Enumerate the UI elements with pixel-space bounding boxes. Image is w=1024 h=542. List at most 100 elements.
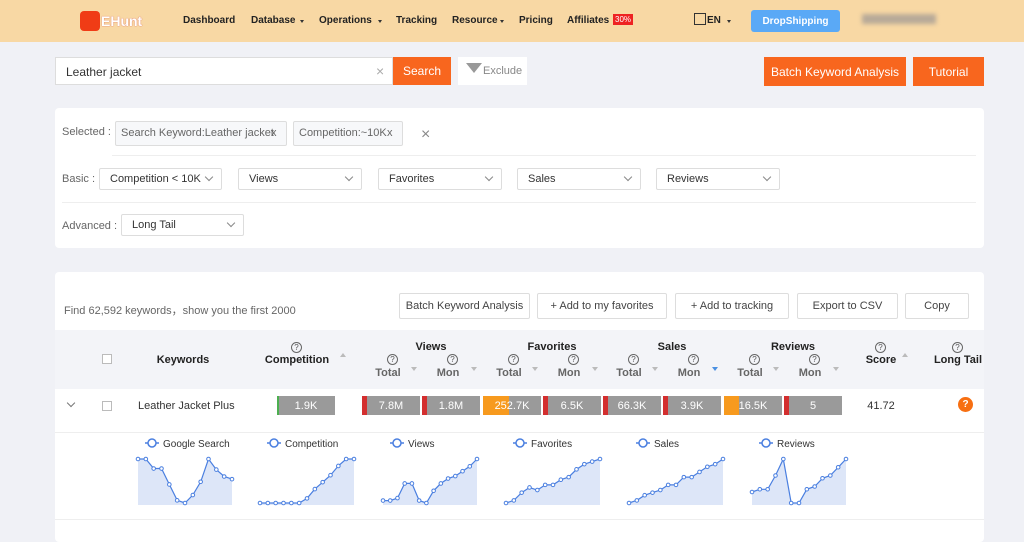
basic-label: Basic : [62,173,96,185]
nav-item[interactable]: Dashboard [183,15,236,26]
nav-item[interactable]: Database [251,15,296,26]
trend-point [281,500,286,506]
chip[interactable] [293,121,403,146]
trend-point [198,479,203,485]
keyword[interactable]: Leather Jacket Plus [138,400,235,412]
search-input[interactable] [55,57,393,85]
action-button[interactable]: + Add to tracking [675,293,789,319]
checkbox[interactable] [102,401,112,411]
batch-button[interactable]: Batch Keyword Analysis [764,57,906,86]
trend-point [712,461,718,467]
trend-point [788,500,794,506]
clear-all[interactable]: × [421,126,431,143]
nav-item[interactable]: Tracking [396,15,438,26]
trend-point [535,487,540,493]
value-label: 3.9K [680,399,704,412]
trend-point [257,500,263,506]
trend-point [438,481,444,486]
reviews-bar: 5 [784,396,842,415]
chip[interactable] [115,121,287,146]
trend-point [320,479,325,485]
basic-select[interactable]: Sales [517,168,641,190]
trend-point [697,469,702,475]
help-icon: ? [568,354,579,365]
trend-point [597,456,603,462]
dropdown-arrow [500,20,504,23]
action-button[interactable]: + Add to my favorites [537,293,667,319]
basic-select[interactable]: Reviews [656,168,780,190]
value-label: 1.8M [438,399,464,412]
sub-header: Total [737,367,763,379]
legend-marker [515,438,525,448]
help-icon: ? [749,354,760,365]
legend-marker [761,438,771,448]
long-tail-icon[interactable]: ? [958,397,973,412]
select-value: Views [249,173,279,185]
basic-select[interactable]: Views [238,168,362,190]
trend-point [843,456,849,462]
trend-point [689,474,694,480]
user[interactable] [862,14,936,24]
lang[interactable]: EN [707,15,721,26]
value-label: 1.9K [294,399,318,412]
column-header: Sales [657,341,687,353]
trend-point [820,475,825,481]
advanced-select[interactable]: Long Tail [121,214,244,236]
column-header: Score [865,354,897,366]
search-button[interactable]: Search [393,57,451,85]
sales-bar: 3.9K [663,396,721,415]
trend-point [409,481,415,486]
action-button[interactable]: Export to CSV [797,293,898,319]
sort-icon [471,367,477,371]
trend-point [351,456,357,462]
search-text: Leather jacket [66,65,142,79]
chip-close[interactable]: x [387,127,393,139]
trend-point [757,486,763,492]
reviews-bar: 16.5K [724,396,782,415]
sort-icon [532,367,538,371]
help-icon: ? [447,354,458,365]
trend-point [681,474,687,480]
trend-point [749,489,755,495]
trend-point [835,464,841,470]
action-button[interactable]: Batch Keyword Analysis [399,293,530,319]
column-header: Long Tail [933,354,983,366]
chip-close[interactable]: x [271,127,277,139]
trend-point [582,461,587,467]
trend-point [424,500,429,506]
action-button[interactable]: Copy [905,293,969,319]
clear-icon[interactable]: × [376,63,385,79]
dropshipping-button[interactable]: DropShipping [751,10,840,32]
checkbox-all[interactable] [102,354,112,364]
sub-header: Total [375,367,401,379]
trend-point [542,482,548,488]
trend-point [190,492,196,498]
trend-point [650,490,655,495]
legend-label: Sales [654,439,679,450]
advanced-label: Advanced : [62,220,118,232]
nav-item[interactable]: Operations [319,15,372,26]
trend-point [151,466,156,471]
trend-point [229,476,235,482]
trend-point [265,500,271,506]
basic-select[interactable]: Competition < 10K [99,168,222,190]
value-label: 6.5K [560,399,584,412]
nav-item[interactable]: Pricing [519,15,553,26]
trend-point [804,486,810,492]
trend-area [752,459,846,505]
nav-item[interactable]: Resource [452,15,498,26]
basic-select[interactable]: Favorites [378,168,502,190]
row-divider [55,432,984,433]
trend-point [206,456,211,462]
select-value: Reviews [667,173,709,185]
help-icon: ? [688,354,699,365]
trend-point [765,486,770,492]
nav-item[interactable]: Affiliates [567,15,610,26]
sub-header: Mon [677,367,701,379]
tutorial-button[interactable]: Tutorial [913,57,984,86]
trend-point [402,481,407,486]
trend-area [506,459,600,505]
column-header: Competition [264,354,330,366]
trend-point [566,474,571,480]
summary: Find 62,592 keywords，show you the first … [64,305,296,317]
